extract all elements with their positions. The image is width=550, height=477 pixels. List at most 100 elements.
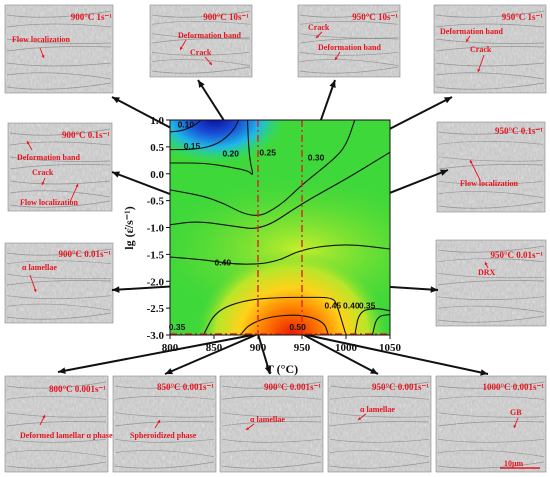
contour-line [371,314,390,335]
microstructure-streak [221,381,322,389]
micrograph-border [435,375,547,473]
micrograph-p1000_0001: 1000°C 0.001s⁻¹ GB 10μm [435,375,547,473]
processing-map-plot: 0.100.150.20 0.250.300.400.35 0.500.45 0.40… [122,115,402,376]
y-tick-label: -1.0 [147,223,165,235]
microstructure-streak [114,438,215,443]
microstructure-streak [437,450,545,458]
contour-line [170,120,202,133]
arrowhead [157,420,160,424]
microstructure-streak [6,421,107,427]
microstructure-streak [438,201,544,209]
microstructure-streak [6,438,107,443]
microstructure-streak [438,141,544,145]
micrograph-border [297,4,401,78]
micrograph-p800_0001: 800°C 0.001s⁻¹ Deformed lamellar α phase [4,375,113,473]
y-tick-label: -3.0 [147,330,165,342]
microstructure-streak [151,20,251,25]
contour-label: 0.40 [343,300,360,310]
microstructure-streak [6,381,107,389]
microstructure-streak [221,450,322,458]
y-tick-label: -2.5 [147,303,165,315]
micrograph-feature-label: Deformation band [178,31,241,40]
microstructure-streak [438,164,544,170]
microstructure-streak [114,421,215,427]
microstructure-streak [6,10,112,18]
microstructure-streak [299,51,399,56]
micrograph-panels: 900°C 1s⁻¹ Flow localization 900°C 10s⁻¹ De… [4,4,547,473]
microstructure-streak [437,258,545,263]
contour-label: 0.35 [169,322,186,332]
microstructure-streak [438,127,544,135]
contour-line [170,120,240,151]
microstructure-streak [437,421,545,427]
microstructure-streak [6,280,112,286]
microstructure-streak [6,412,107,418]
microstructure-streak [114,381,215,389]
contour-label: 0.15 [184,141,201,151]
microstructure-streak [437,296,545,300]
microstructure-streak [114,461,215,469]
connector-arrowhead [165,368,173,375]
microstructure-streak [114,450,215,458]
x-tick-label: 850 [206,342,223,354]
microstructure-streak [329,381,430,389]
micrograph-border [112,375,217,473]
microstructure-streak [6,312,112,320]
micrograph-feature-label: Flow localization [12,35,71,44]
microstructure-streak [437,272,545,279]
microstructure-streak [437,305,545,313]
microstructure-streak [9,164,111,170]
contour-line [170,120,356,216]
arrowhead [469,160,473,164]
feature-pointer-arrow [477,54,485,73]
contour-label: 0.50 [289,322,306,332]
microstructure-streak [221,461,322,469]
connector-arrow-line [164,333,259,375]
micrograph-border [4,242,114,324]
microstructure-streak [9,141,111,146]
micrograph-p900_001: 900°C 0.01s⁻¹α lamellae [4,242,114,324]
x-tick-label: 800 [162,342,179,354]
micrograph-title: 900°C 10s⁻¹ [203,12,249,22]
micrograph-title: 900°C 0.01s⁻¹ [58,249,111,259]
micrograph-feature-label: Deformation band [17,153,80,162]
connector-arrow-line [57,333,259,373]
microstructure-streak [221,412,322,418]
micrograph-p900_1: 900°C 1s⁻¹ Flow localization [4,4,114,94]
micrograph-feature-label: Crack [470,45,492,54]
micrograph-feature-label: α lamellae [250,415,285,424]
connector-arrow-line [301,333,379,375]
microstructure-streak [9,156,111,162]
microstructure-streak [151,33,251,39]
arrowhead [477,68,481,72]
microstructure-streak [151,10,251,18]
microstructure-streak [6,303,112,311]
micrograph-border [433,4,547,94]
y-tick-label: -1.5 [147,249,165,261]
micrograph-feature-label: Flow localization [20,198,79,207]
microstructure-streak [6,72,112,80]
arrowhead [208,61,212,65]
micrograph-title: 900°C 0.1s⁻¹ [62,130,110,140]
microstructure-streak [114,412,215,418]
micrograph-border [435,239,547,327]
microstructure-streak [6,62,112,67]
arrowhead [358,417,362,420]
connector-arrowhead [198,80,205,88]
microstructure-streak [438,180,544,185]
micrograph-p950_01: 950°C 0.1s⁻¹ Flow localization [436,121,546,213]
x-tick-label: 950 [294,342,311,354]
micrograph-title: 950°C 1s⁻¹ [502,12,544,22]
arrowhead [335,56,338,60]
y-tick-label: -0.5 [147,196,165,208]
microstructure-streak [9,180,111,185]
contour-lines [170,120,390,335]
micrograph-title: 900°C 0.001s⁻¹ [264,382,321,392]
y-tick-label: 1.0 [150,115,164,127]
microstructure-streak [435,10,545,18]
micrograph-border [7,122,113,212]
micrograph-feature-label: GB [510,408,522,417]
microstructure-streak [437,245,545,253]
arrowhead [75,184,79,188]
microstructure-streak [6,273,112,280]
